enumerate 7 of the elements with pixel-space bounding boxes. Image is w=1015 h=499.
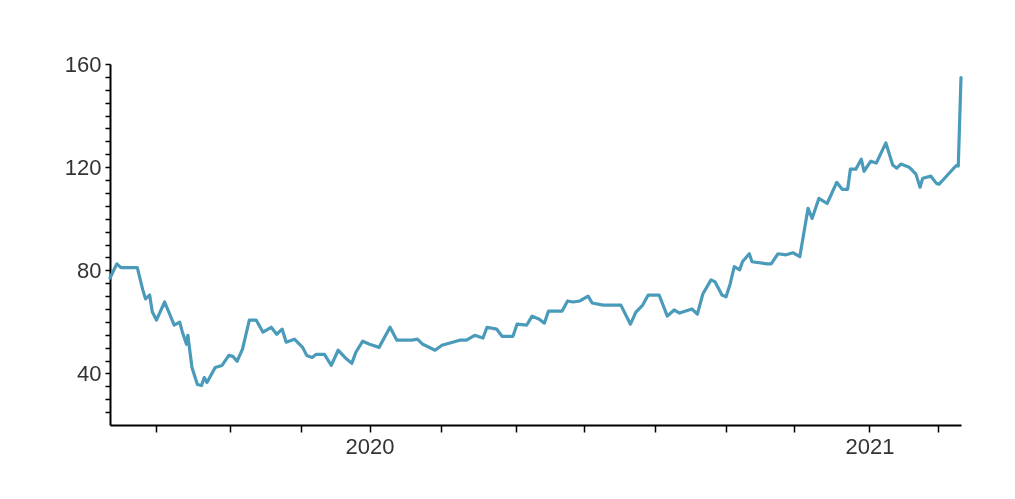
- y-tick-label: 160: [64, 51, 102, 77]
- x-tick-label: 2020: [345, 433, 395, 459]
- y-tick-label: 40: [77, 360, 102, 386]
- y-tick-label: 120: [64, 154, 102, 180]
- line-series: [108, 76, 963, 388]
- y-tick-label: 80: [77, 257, 102, 283]
- x-tick-label: 2021: [845, 433, 895, 459]
